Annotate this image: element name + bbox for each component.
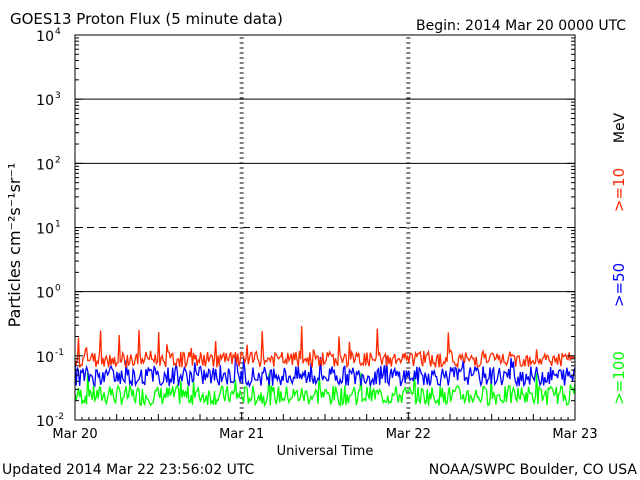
y-axis-label: Particles cm⁻²s⁻¹sr⁻¹ [5,163,24,328]
y-tick-exponent: 2 [55,155,61,165]
y-tick-label: 10 [36,222,54,238]
y-tick-label: 10 [36,350,54,366]
y-tick-label: 10 [36,29,54,45]
chart-title: GOES13 Proton Flux (5 minute data) [10,10,283,28]
y-tick-exponent: -1 [55,348,64,358]
day-separator [406,37,411,419]
y-tick-label: 10 [36,157,54,173]
legend-entry: >=10 [610,168,628,212]
y-tick-exponent: 4 [55,27,61,37]
legend-units: MeV [612,112,628,143]
credit-label: NOAA/SWPC Boulder, CO USA [429,462,638,478]
legend-entry: >=50 [610,263,628,307]
series-plot [74,326,576,408]
updated-timestamp: Updated 2014 Mar 22 23:56:02 UTC [2,462,255,478]
legend: MeV >=10 >=50 >=100 [610,112,628,404]
y-tick-label: 10 [36,286,54,302]
begin-label: Begin: 2014 Mar 20 0000 UTC [416,18,626,34]
y-tick-label: 10 [36,93,54,109]
x-tick-label: Mar 20 [52,427,97,442]
x-axis-label: Universal Time [277,444,374,459]
day-separator [239,37,244,419]
series-line [74,326,576,369]
x-tick-label: Mar 21 [219,427,264,442]
grid [75,37,575,419]
x-tick-label: Mar 22 [386,427,431,442]
series-line [74,356,576,389]
legend-entry: >=100 [610,351,628,405]
y-tick-exponent: 3 [55,91,61,101]
y-tick-label: 10 [36,414,54,430]
y-tick-exponent: -2 [55,412,64,422]
y-tick-exponent: 1 [55,220,61,230]
x-axis-ticks: Mar 20 Mar 21 Mar 22 Mar 23 [52,412,598,442]
x-tick-label: Mar 23 [552,427,597,442]
y-tick-exponent: 0 [55,284,61,294]
